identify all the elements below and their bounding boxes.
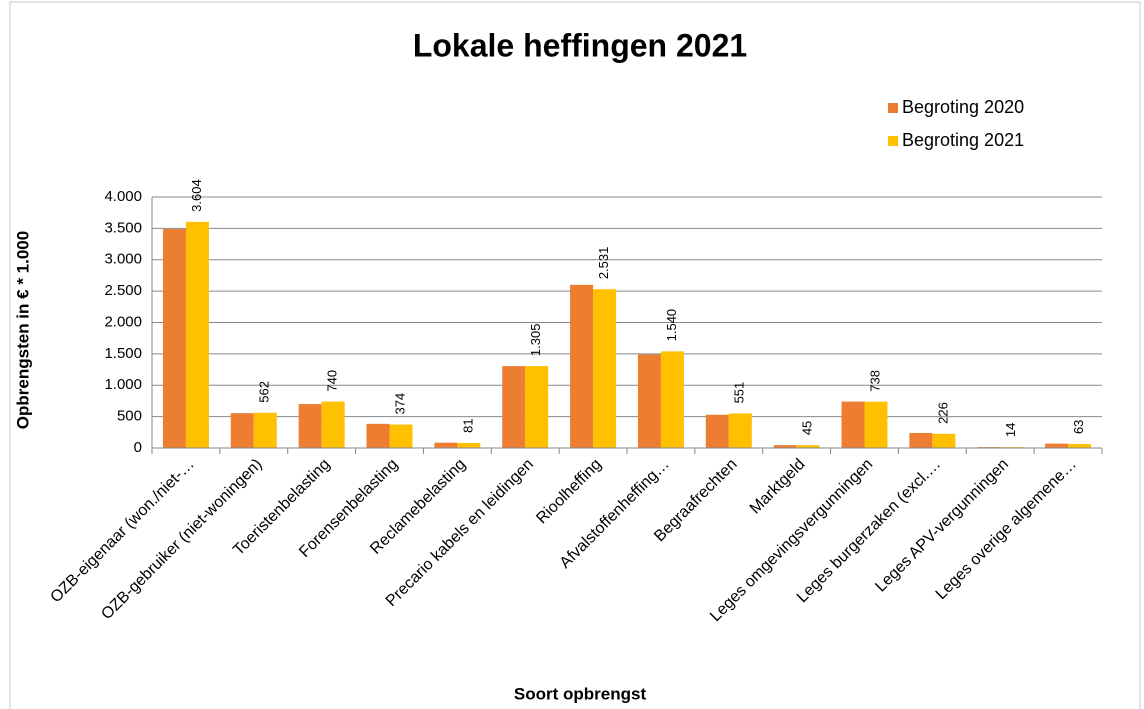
bar	[864, 401, 888, 448]
bar	[366, 423, 390, 448]
data-label: 14	[1003, 423, 1018, 437]
data-label: 738	[867, 370, 882, 392]
data-label: 2.531	[596, 247, 611, 280]
data-label: 551	[732, 382, 747, 404]
bar	[389, 424, 413, 448]
bar	[932, 433, 956, 448]
data-label: 374	[392, 393, 407, 415]
bar	[660, 351, 684, 448]
bar	[705, 414, 729, 448]
data-label: 81	[460, 418, 475, 432]
legend-swatch	[888, 103, 898, 113]
bar	[457, 442, 481, 448]
data-label: 1.540	[664, 309, 679, 342]
bar	[230, 413, 254, 448]
bar	[773, 445, 797, 448]
data-label: 226	[935, 402, 950, 424]
bar	[525, 366, 549, 448]
y-tick-label: 2.500	[104, 282, 142, 299]
bar	[570, 284, 594, 448]
bar	[434, 442, 458, 448]
legend-swatch	[888, 136, 898, 146]
data-label: 1.305	[528, 324, 543, 357]
bar	[185, 221, 209, 448]
bar	[253, 412, 277, 448]
bar	[1068, 444, 1092, 448]
y-tick-label: 4.000	[104, 188, 142, 205]
x-axis-label: Soort opbrengst	[514, 684, 647, 703]
bar	[321, 401, 345, 448]
bar	[637, 354, 661, 448]
y-tick-label: 500	[117, 408, 142, 425]
bar	[1045, 443, 1069, 448]
y-tick-label: 3.500	[104, 219, 142, 236]
bar	[502, 366, 526, 448]
y-axis-label: Opbrengsten in € * 1.000	[13, 231, 32, 429]
y-tick-label: 2.000	[104, 313, 142, 330]
y-tick-label: 1.000	[104, 376, 142, 393]
bar	[909, 432, 933, 448]
data-label: 562	[257, 381, 272, 403]
data-label: 63	[1071, 420, 1086, 434]
legend-label: Begroting 2020	[902, 97, 1024, 117]
legend-label: Begroting 2021	[902, 130, 1024, 150]
bar	[162, 229, 186, 448]
data-label: 3.604	[189, 179, 204, 212]
data-label: 740	[325, 370, 340, 392]
y-tick-label: 0	[134, 439, 142, 456]
y-tick-label: 3.000	[104, 251, 142, 268]
bar	[841, 401, 865, 448]
y-tick-label: 1.500	[104, 345, 142, 362]
chart-title: Lokale heffingen 2021	[413, 27, 747, 63]
bar	[593, 289, 617, 448]
data-label: 45	[800, 421, 815, 435]
bar	[298, 404, 322, 448]
bar	[796, 445, 820, 448]
bar	[728, 413, 752, 448]
